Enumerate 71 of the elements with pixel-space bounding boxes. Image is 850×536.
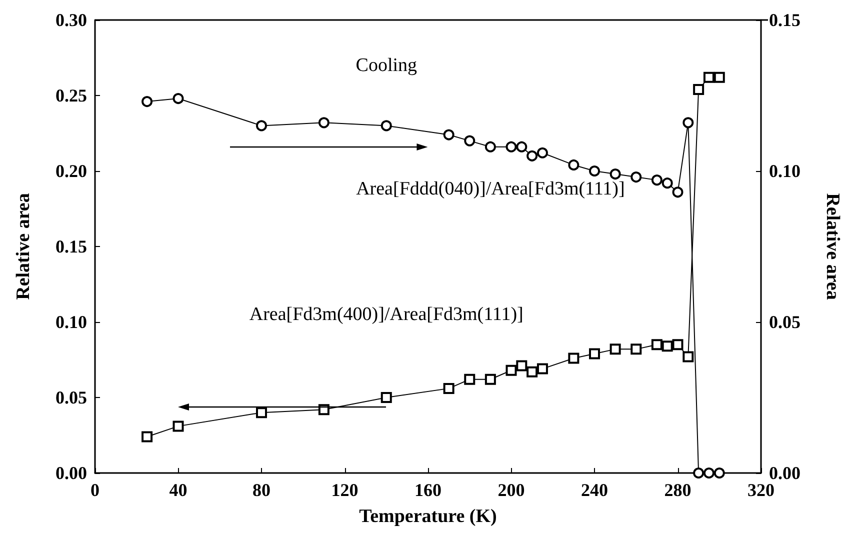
point (536, 147, 548, 158)
point (256, 120, 267, 132)
y-tick-label: 0.05 (56, 388, 87, 408)
point (380, 120, 392, 132)
point (610, 168, 621, 180)
point (484, 141, 496, 152)
y2-tick-label: 0.05 (769, 312, 800, 332)
y-tick-label: 0.10 (56, 312, 87, 332)
x-tick-label: 80 (252, 480, 270, 500)
point (506, 364, 517, 376)
point (651, 174, 662, 186)
point (714, 468, 725, 478)
point (464, 374, 476, 385)
annotation: Cooling (356, 54, 418, 76)
point (630, 172, 642, 183)
series-label: Area[Fddd(040)]/Area[Fd3m(111)] (356, 178, 625, 200)
point (672, 186, 684, 198)
point (714, 72, 725, 83)
x-tick-label: 240 (581, 480, 608, 500)
y2-tick-label: 0.00 (769, 463, 800, 483)
point (703, 468, 714, 478)
point (672, 339, 684, 350)
y2-tick-label: 0.15 (769, 10, 800, 30)
point (318, 117, 330, 128)
point (682, 117, 694, 128)
y-tick-label: 0.30 (56, 10, 87, 30)
point (172, 420, 184, 432)
point (506, 141, 517, 152)
point (610, 344, 621, 355)
point (568, 352, 580, 364)
point (568, 159, 580, 170)
x-tick-label: 0 (90, 480, 100, 500)
point (516, 141, 528, 152)
point (526, 150, 538, 162)
point (443, 382, 454, 394)
point (380, 392, 392, 403)
y-axis-title: Relative area (13, 192, 34, 300)
y-tick-label: 0.00 (56, 463, 87, 483)
point (682, 351, 694, 362)
point (693, 84, 704, 95)
point (589, 166, 600, 176)
point (256, 407, 267, 418)
y2-axis-title: Relative area (822, 193, 843, 300)
point (526, 366, 538, 378)
point (172, 93, 184, 104)
point (484, 374, 496, 385)
point (630, 344, 642, 355)
y-tick-label: 0.25 (56, 86, 87, 106)
point (142, 96, 153, 108)
x-tick-label: 320 (748, 480, 774, 500)
x-tick-label: 40 (169, 480, 188, 500)
point (662, 178, 673, 189)
point (703, 72, 714, 83)
point (516, 360, 528, 372)
point (443, 129, 454, 140)
y-tick-label: 0.15 (56, 236, 87, 256)
point (651, 339, 662, 350)
point (589, 348, 600, 360)
x-tick-label: 280 (664, 480, 692, 500)
y-tick-label: 0.20 (56, 161, 87, 181)
x-axis-title: Temperature (K) (359, 506, 497, 527)
y2-tick-label: 0.10 (769, 161, 800, 181)
point (662, 340, 673, 352)
point (693, 468, 704, 478)
point (142, 431, 153, 442)
x-tick-label: 120 (331, 480, 358, 500)
point (464, 135, 476, 146)
series-label: Area[Fd3m(400)]/Area[Fd3m(111)] (249, 304, 524, 325)
point (536, 363, 548, 374)
x-tick-label: 200 (498, 480, 525, 500)
x-tick-label: 160 (414, 480, 442, 500)
